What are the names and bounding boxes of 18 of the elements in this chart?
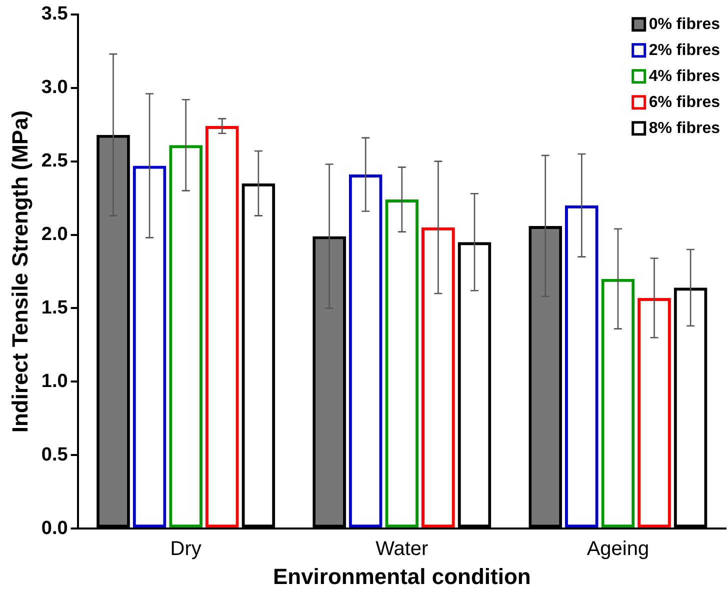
legend-label: 4% fibres: [648, 68, 720, 85]
x-tick-label: Water: [376, 538, 429, 560]
x-tick-label: Ageing: [586, 538, 650, 560]
legend-label: 0% fibres: [648, 16, 720, 33]
y-tick-label: 1.5: [41, 297, 68, 318]
y-tick-label: 3.0: [41, 77, 68, 98]
x-tick-label: Dry: [170, 538, 202, 560]
y-tick-label: 1.0: [41, 370, 68, 392]
legend-label: 2% fibres: [648, 42, 720, 59]
x-axis-title: Environmental condition: [272, 564, 531, 589]
y-tick-label: 3.5: [41, 4, 68, 25]
y-tick-label: 2.5: [41, 150, 68, 172]
legend-label: 8% fibres: [648, 120, 720, 137]
y-axis-title: Indirect Tensile Strength (MPa): [7, 110, 32, 433]
legend-label: 6% fibres: [648, 94, 720, 111]
y-tick-label: 2.0: [41, 224, 68, 246]
y-tick-label: 0.0: [41, 518, 68, 539]
y-tick-label: 0.5: [41, 444, 68, 466]
